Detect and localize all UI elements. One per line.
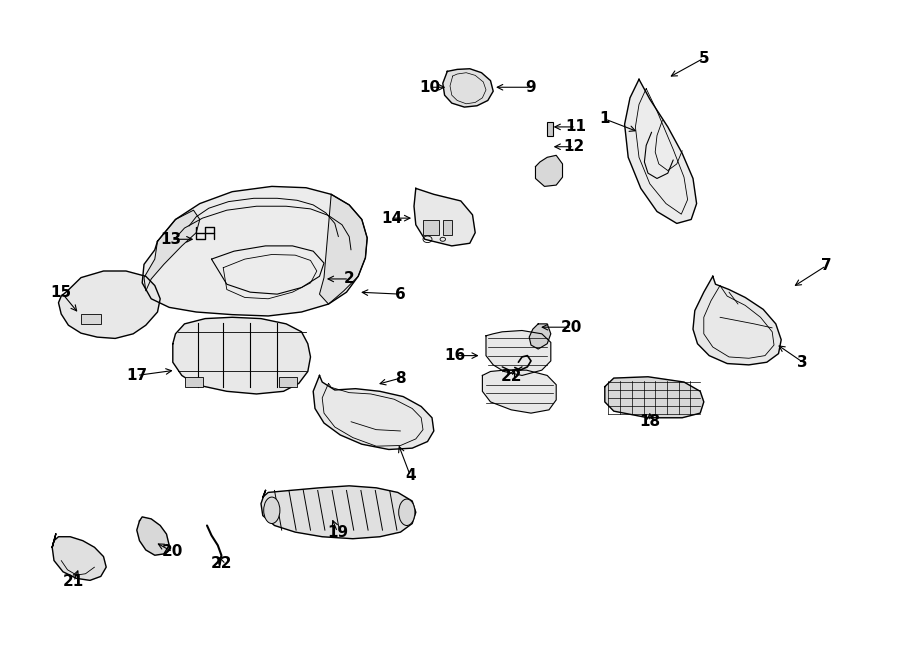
Text: 17: 17 xyxy=(126,368,148,383)
Polygon shape xyxy=(605,377,704,418)
Text: 19: 19 xyxy=(327,525,348,539)
Text: 1: 1 xyxy=(599,112,610,126)
Text: 12: 12 xyxy=(563,139,585,154)
Polygon shape xyxy=(261,486,416,539)
Bar xyxy=(279,377,297,387)
Polygon shape xyxy=(137,517,169,555)
Text: 22: 22 xyxy=(500,369,522,384)
Polygon shape xyxy=(625,79,697,223)
Polygon shape xyxy=(482,370,556,413)
Text: 2: 2 xyxy=(344,272,355,286)
Polygon shape xyxy=(313,375,434,449)
Bar xyxy=(423,220,439,235)
Bar xyxy=(547,122,553,136)
Polygon shape xyxy=(142,186,367,316)
Polygon shape xyxy=(52,534,106,580)
Text: 21: 21 xyxy=(63,574,85,589)
Text: 8: 8 xyxy=(395,371,406,385)
Polygon shape xyxy=(693,276,781,365)
Text: 13: 13 xyxy=(160,232,182,247)
Text: 11: 11 xyxy=(565,120,587,134)
Text: 22: 22 xyxy=(211,556,232,570)
Polygon shape xyxy=(320,194,367,304)
Ellipse shape xyxy=(264,497,280,524)
Polygon shape xyxy=(144,210,200,291)
Text: 7: 7 xyxy=(821,258,832,273)
Text: 9: 9 xyxy=(526,80,536,95)
Polygon shape xyxy=(58,271,160,338)
Text: 18: 18 xyxy=(639,414,661,429)
Text: 14: 14 xyxy=(381,211,402,225)
Polygon shape xyxy=(486,330,551,375)
Text: 3: 3 xyxy=(797,355,808,369)
Polygon shape xyxy=(529,324,551,349)
Text: 16: 16 xyxy=(444,348,465,363)
Polygon shape xyxy=(173,317,310,394)
Text: 20: 20 xyxy=(162,545,184,559)
Bar xyxy=(184,377,202,387)
Text: 6: 6 xyxy=(395,287,406,301)
Bar xyxy=(443,220,452,235)
Polygon shape xyxy=(443,69,493,107)
Text: 15: 15 xyxy=(50,285,72,299)
Ellipse shape xyxy=(399,499,415,525)
Polygon shape xyxy=(414,188,475,246)
Bar xyxy=(81,314,101,324)
Text: 4: 4 xyxy=(405,469,416,483)
Text: 5: 5 xyxy=(698,51,709,65)
Text: 10: 10 xyxy=(419,80,441,95)
Text: 20: 20 xyxy=(561,320,582,334)
Polygon shape xyxy=(536,155,562,186)
